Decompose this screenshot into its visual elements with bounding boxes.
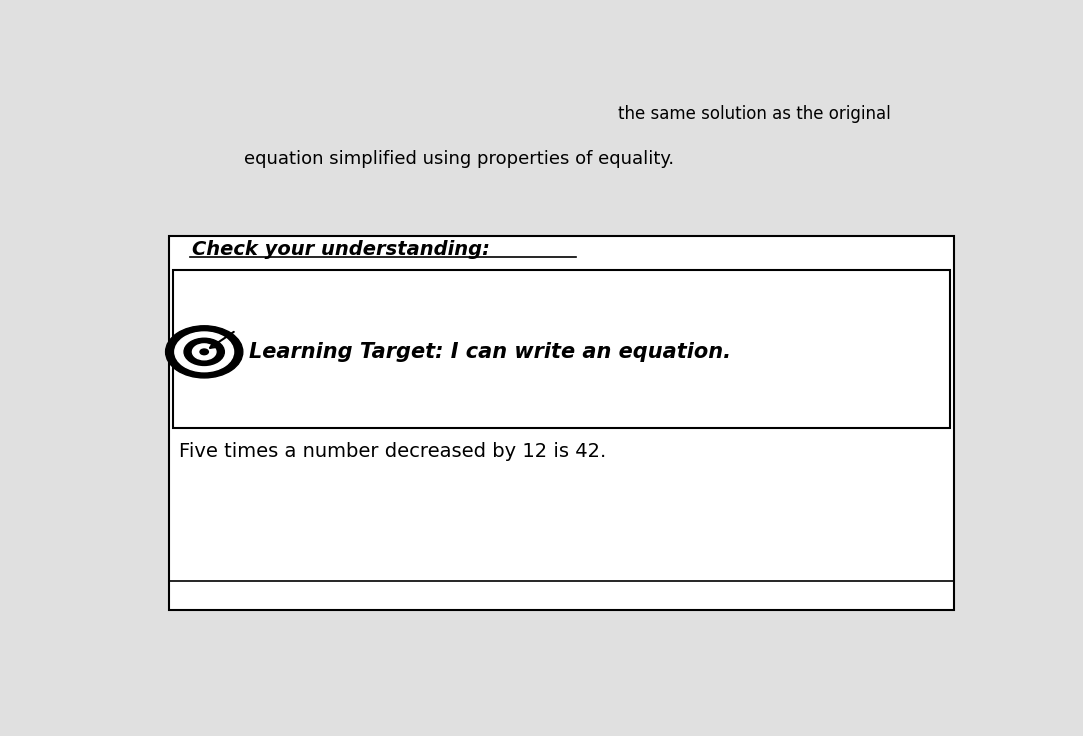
Text: equation simplified using properties of equality.: equation simplified using properties of … xyxy=(245,150,675,168)
Circle shape xyxy=(200,349,208,355)
Bar xyxy=(169,236,954,609)
Text: the same solution as the original: the same solution as the original xyxy=(618,105,890,123)
Circle shape xyxy=(174,332,234,372)
Bar xyxy=(173,269,950,428)
Text: Learning Target: I can write an equation.: Learning Target: I can write an equation… xyxy=(249,342,731,362)
Text: Five times a number decreased by 12 is 42.: Five times a number decreased by 12 is 4… xyxy=(179,442,606,461)
Circle shape xyxy=(184,339,224,366)
Circle shape xyxy=(166,326,243,378)
Text: Check your understanding:: Check your understanding: xyxy=(193,241,491,259)
Circle shape xyxy=(193,344,216,360)
